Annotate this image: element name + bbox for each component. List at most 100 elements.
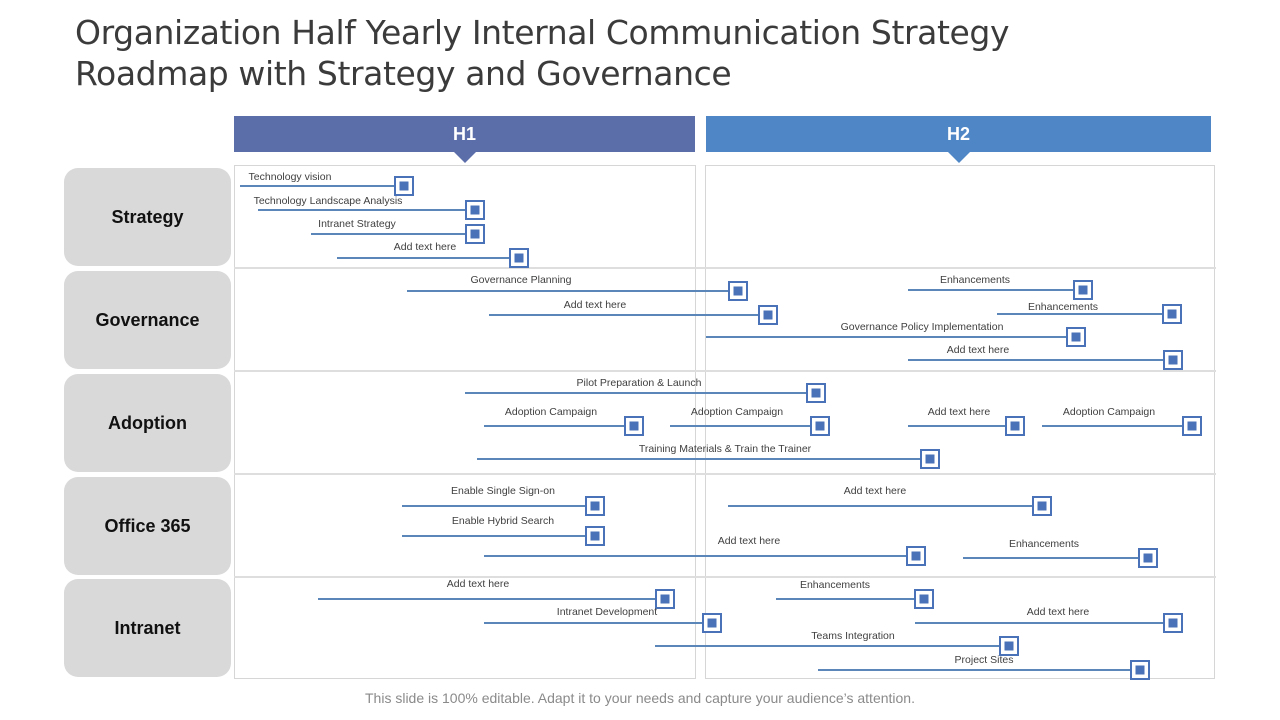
task-bar: Enhancements [963, 538, 1158, 568]
task-label: Enhancements [1009, 538, 1079, 550]
milestone-marker-core [1168, 618, 1178, 628]
task-bar: Add text here [484, 535, 926, 566]
task-label: Teams Integration [811, 630, 895, 642]
task-label: Technology vision [249, 171, 332, 183]
task-bar: Add text here [908, 406, 1025, 436]
milestone-marker-core [1037, 501, 1047, 511]
slide-title-line-2: Roadmap with Strategy and Governance [75, 54, 732, 93]
row-divider [234, 576, 1216, 578]
task-label: Technology Landscape Analysis [254, 195, 403, 207]
task-label: Enhancements [800, 579, 870, 591]
milestone-marker-core [815, 421, 825, 431]
row-label-governance: Governance [64, 271, 231, 369]
task-bar: Enhancements [997, 301, 1182, 324]
task-bar: Add text here [728, 485, 1052, 516]
task-bar: Adoption Campaign [670, 406, 830, 436]
task-bar: Add text here [908, 344, 1183, 370]
task-bar: Enable Hybrid Search [402, 515, 605, 546]
milestone-marker-core [590, 501, 600, 511]
task-label: Add text here [564, 299, 627, 311]
task-bar: Enhancements [776, 579, 934, 609]
milestone-marker-core [1071, 332, 1081, 342]
task-bar: Add text here [915, 606, 1183, 633]
task-bar: Technology vision [240, 171, 414, 196]
period-panel-h2 [705, 165, 1215, 679]
milestone-marker-core [470, 205, 480, 215]
milestone-marker-core [1004, 641, 1014, 651]
task-bar: Project Sites [818, 654, 1150, 680]
milestone-marker-core [1187, 421, 1197, 431]
row-divider [234, 267, 1216, 269]
task-label: Add text here [947, 344, 1010, 356]
row-label-intranet: Intranet [64, 579, 231, 677]
milestone-marker-core [1168, 355, 1178, 365]
milestone-marker-core [1143, 553, 1153, 563]
milestone-marker-core [1010, 421, 1020, 431]
task-label: Enhancements [1028, 301, 1098, 313]
slide-title-line-1: Organization Half Yearly Internal Commun… [75, 13, 1010, 52]
task-bar: Adoption Campaign [484, 406, 644, 436]
row-divider [234, 473, 1216, 475]
task-bar: Enhancements [908, 274, 1093, 300]
milestone-marker-core [919, 594, 929, 604]
task-bar: Teams Integration [655, 630, 1019, 656]
task-label: Add text here [1027, 606, 1090, 618]
row-label-strategy: Strategy [64, 168, 231, 266]
task-label: Adoption Campaign [505, 406, 597, 418]
row-divider [234, 370, 1216, 372]
milestone-marker-core [660, 594, 670, 604]
task-label: Governance Planning [471, 274, 572, 286]
milestone-marker-core [590, 531, 600, 541]
milestone-marker-core [514, 253, 524, 263]
period-label-h1: H1 [452, 124, 476, 144]
milestone-marker-core [629, 421, 639, 431]
task-label: Add text here [718, 535, 781, 547]
task-bar: Pilot Preparation & Launch [465, 377, 826, 403]
footer-note: This slide is 100% editable. Adapt it to… [365, 690, 915, 706]
task-bar: Technology Landscape Analysis [254, 195, 485, 220]
task-bar: Add text here [337, 241, 529, 268]
task-bar: Training Materials & Train the Trainer [477, 443, 940, 469]
milestone-marker-core [911, 551, 921, 561]
task-bar: Intranet Development [484, 606, 722, 633]
task-label: Adoption Campaign [1063, 406, 1155, 418]
task-bar: Governance Policy Implementation [706, 321, 1086, 347]
milestone-marker-core [470, 229, 480, 239]
milestone-marker-core [1078, 285, 1088, 295]
milestone-marker-core [399, 181, 409, 191]
task-bar: Intranet Strategy [311, 218, 485, 244]
period-header-h2: H2 [706, 116, 1211, 163]
milestone-marker-core [925, 454, 935, 464]
task-label: Add text here [394, 241, 457, 253]
period-label-h2: H2 [946, 124, 970, 144]
period-header-h1: H1 [234, 116, 695, 163]
milestone-marker-core [733, 286, 743, 296]
task-label: Enable Single Sign-on [451, 485, 555, 497]
task-label: Add text here [844, 485, 907, 497]
task-label: Intranet Development [557, 606, 657, 618]
period-caret-h1 [452, 151, 477, 163]
milestone-marker-core [1167, 309, 1177, 319]
task-bar: Add text here [318, 578, 675, 609]
task-label: Project Sites [955, 654, 1014, 666]
task-bar: Enable Single Sign-on [402, 485, 605, 516]
row-label-office-365: Office 365 [64, 477, 231, 575]
task-label: Governance Policy Implementation [841, 321, 1004, 333]
task-label: Enable Hybrid Search [452, 515, 554, 527]
slide-title: Organization Half Yearly Internal Commun… [75, 12, 1075, 94]
task-label: Pilot Preparation & Launch [577, 377, 702, 389]
task-label: Training Materials & Train the Trainer [639, 443, 812, 455]
milestone-marker-core [811, 388, 821, 398]
task-label: Add text here [928, 406, 991, 418]
task-bar: Add text here [489, 299, 778, 325]
period-panel-h1 [234, 165, 696, 679]
milestone-marker-core [707, 618, 717, 628]
period-caret-h2 [946, 151, 971, 163]
task-bar: Governance Planning [407, 274, 748, 301]
row-label-adoption: Adoption [64, 374, 231, 472]
milestone-marker-core [763, 310, 773, 320]
milestone-marker-core [1135, 665, 1145, 675]
task-bar: Adoption Campaign [1042, 406, 1202, 436]
task-label: Intranet Strategy [318, 218, 396, 230]
